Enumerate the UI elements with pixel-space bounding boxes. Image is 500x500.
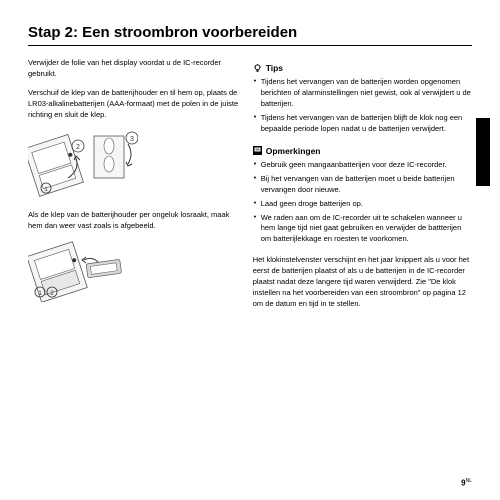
note-item: • Bij het vervangen van de batterijen mo…	[253, 174, 472, 196]
svg-text:2: 2	[76, 144, 80, 151]
bullet-icon: •	[254, 213, 261, 246]
svg-text:2: 2	[50, 290, 54, 297]
side-tab-marker	[476, 118, 490, 186]
tips-heading: Tips	[253, 62, 472, 74]
page-title: Stap 2: Een stroombron voorbereiden	[28, 24, 472, 41]
notes-heading: Opmerkingen	[253, 145, 472, 157]
notes-label: Opmerkingen	[266, 145, 321, 157]
lightbulb-icon	[253, 64, 262, 73]
note-item: • Gebruik geen mangaanbatterijen voor de…	[253, 160, 472, 171]
bullet-icon: •	[254, 174, 261, 196]
content-columns: Verwijder de folie van het display voord…	[28, 58, 472, 318]
title-rule	[28, 45, 472, 46]
tip-item: • Tijdens het vervangen van de batterije…	[253, 113, 472, 135]
right-column: Tips • Tijdens het vervangen van de batt…	[253, 58, 472, 318]
page-suffix: NL	[466, 478, 472, 484]
note-text: Laad geen droge batterijen op.	[261, 199, 472, 210]
bullet-icon: •	[254, 160, 261, 171]
note-text: We raden aan om de IC-recorder uit te sc…	[261, 213, 472, 246]
svg-text:1: 1	[38, 290, 42, 297]
tip-item: • Tijdens het vervangen van de batterije…	[253, 77, 472, 110]
intro-para-1: Verwijder de folie van het display voord…	[28, 58, 239, 80]
note-icon	[253, 146, 262, 155]
svg-text:3: 3	[130, 136, 134, 143]
intro-para-2: Verschuif de klep van de batterijhouder …	[28, 88, 239, 121]
figure-battery-install: 2 1 3	[28, 128, 138, 200]
note-text: Gebruik geen mangaanbatterijen voor deze…	[261, 160, 472, 171]
note-text: Bij het vervangen van de batterijen moet…	[261, 174, 472, 196]
page-number: 9NL	[461, 478, 472, 488]
closing-para: Het klokinstelvenster verschijnt en het …	[253, 255, 472, 309]
tip-text: Tijdens het vervangen van de batterijen …	[261, 77, 472, 110]
intro-para-3: Als de klep van de batterijhouder per on…	[28, 210, 239, 232]
tip-text: Tijdens het vervangen van de batterijen …	[261, 113, 472, 135]
left-column: Verwijder de folie van het display voord…	[28, 58, 239, 318]
svg-text:1: 1	[44, 186, 48, 193]
tips-label: Tips	[266, 62, 283, 74]
bullet-icon: •	[254, 199, 261, 210]
bullet-icon: •	[254, 77, 261, 110]
figure-cover-reattach: 1 2	[28, 240, 138, 302]
note-item: • We raden aan om de IC-recorder uit te …	[253, 213, 472, 246]
note-item: • Laad geen droge batterijen op.	[253, 199, 472, 210]
bullet-icon: •	[254, 113, 261, 135]
